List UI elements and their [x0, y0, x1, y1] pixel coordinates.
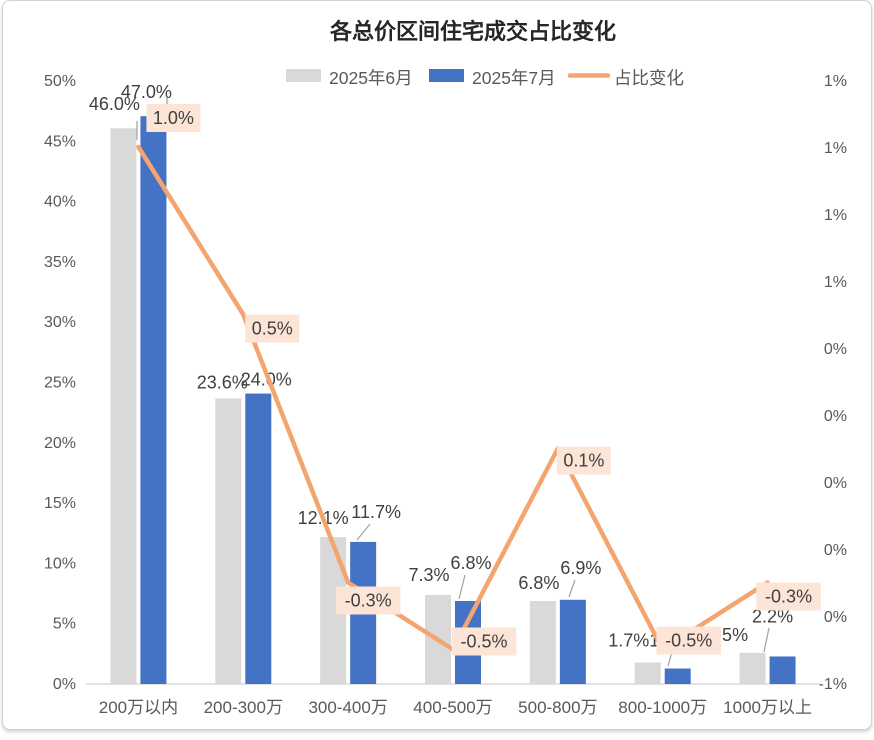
bar-value-label-june: 1.7%: [608, 630, 649, 650]
category-label: 400-500万: [413, 698, 492, 717]
bar-value-label-july: 6.9%: [560, 558, 601, 578]
line-label-badge: [556, 446, 611, 475]
right-axis-tick: 0%: [824, 609, 847, 626]
left-axis-tick: 20%: [44, 435, 76, 452]
bar-june: [529, 600, 556, 684]
right-axis-tick: 1%: [824, 207, 847, 224]
category-label: 300-400万: [308, 698, 387, 717]
bar-value-label-july: 24.0%: [241, 370, 292, 390]
left-axis-tick: 40%: [44, 194, 76, 211]
chart-title: 各总价区间住宅成交占比变化: [329, 19, 616, 44]
bar-value-label-july: 6.8%: [450, 553, 491, 573]
bar-value-label-june: 23.6%: [197, 372, 248, 392]
line-label-text: 1.0%: [153, 108, 194, 128]
bar-value-label-june: 7.3%: [408, 565, 449, 585]
right-axis-tick: 1%: [824, 274, 847, 291]
right-axis-tick: 0%: [824, 542, 847, 559]
bar-value-label-july: 2.2%: [752, 606, 793, 626]
legend-label-june: 2025年6月: [329, 68, 413, 88]
right-axis-tick: 1%: [824, 73, 847, 90]
line-label-text: -0.5%: [460, 632, 507, 652]
label-leader-line: [458, 574, 466, 600]
line-label-text: -0.3%: [765, 587, 812, 607]
label-leader-line: [356, 523, 371, 541]
category-label: 800-1000万: [618, 698, 707, 717]
bar-june: [110, 128, 137, 685]
left-axis-tick: 25%: [44, 375, 76, 392]
label-leader-line: [568, 579, 576, 598]
bar-value-label-june: 6.8%: [518, 573, 559, 593]
category-label: 1000万以上: [723, 698, 812, 717]
legend-swatch-july: [429, 69, 464, 82]
bar-june: [739, 652, 766, 684]
right-axis-tick: 0%: [824, 341, 847, 358]
line-label-text: -0.5%: [665, 631, 712, 651]
bar-july: [559, 599, 586, 684]
category-label: 500-800万: [518, 698, 597, 717]
line-label-text: 0.5%: [252, 319, 293, 339]
right-axis-tick: 1%: [824, 140, 847, 157]
line-label-text: -0.3%: [345, 591, 392, 611]
legend-label-change: 占比变化: [614, 68, 684, 88]
bar-june: [634, 662, 661, 684]
bar-value-label-june: 46.0%: [89, 94, 140, 114]
bar-july: [245, 393, 272, 684]
category-label: 200-300万: [204, 698, 283, 717]
legend-swatch-june: [286, 69, 321, 82]
line-label-badge: [451, 627, 517, 656]
left-axis-tick: 35%: [44, 254, 76, 271]
line-label-text: 0.1%: [563, 451, 604, 471]
bar-july: [140, 116, 167, 685]
label-leader-line: [763, 627, 770, 653]
left-axis-tick: 0%: [53, 676, 76, 693]
bar-july: [769, 656, 796, 684]
legend-label-july: 2025年7月: [472, 68, 556, 88]
line-label-badge: [245, 314, 300, 343]
category-label: 200万以内: [99, 698, 178, 717]
left-axis-tick: 15%: [44, 495, 76, 512]
legend: 2025年6月 2025年7月 占比变化: [286, 68, 684, 88]
plot-area: 50% 45% 40% 35% 30% 25% 20% 15% 10% 5% 0% 1% 1% 1% 1% 0…: [44, 73, 847, 717]
left-axis-tick: 10%: [44, 555, 76, 572]
bar-july: [664, 668, 691, 684]
right-axis-tick: 0%: [824, 408, 847, 425]
bar-value-label-july: 47.0%: [121, 82, 172, 102]
bar-june: [215, 398, 242, 684]
bar-value-label-july: 11.7%: [351, 502, 401, 522]
line-label-badge: [656, 626, 721, 655]
left-axis-tick: 45%: [44, 133, 76, 150]
line-label-badge: [146, 104, 201, 132]
line-label-badge: [335, 586, 401, 615]
line-label-badge: [756, 582, 821, 611]
left-axis-tick: 50%: [44, 73, 76, 90]
right-axis-tick: -1%: [819, 676, 847, 693]
right-axis-tick: 0%: [824, 475, 847, 492]
left-axis-tick: 30%: [44, 314, 76, 331]
left-axis-tick: 5%: [53, 616, 76, 633]
